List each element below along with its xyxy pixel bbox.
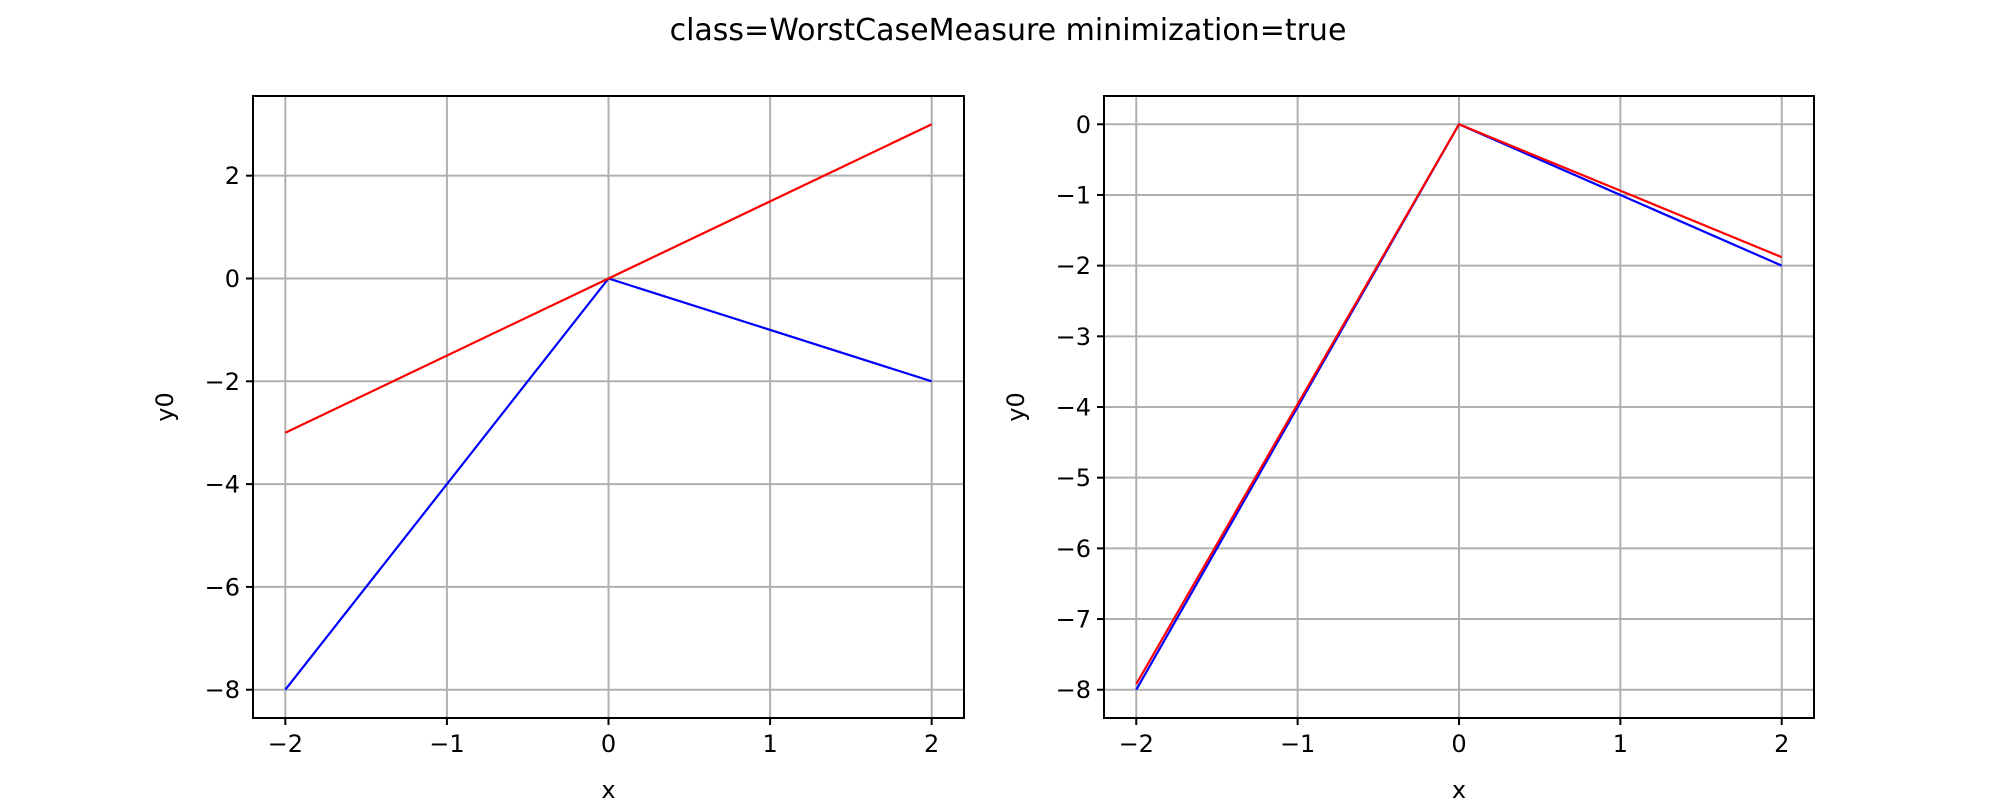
x-tick-label: 1	[762, 730, 777, 758]
x-tick-label: −2	[1119, 730, 1154, 758]
series-line-1	[1135, 122, 1783, 685]
x-tick-label: 2	[1774, 730, 1789, 758]
y-tick-label: 0	[225, 265, 240, 293]
series-line-1	[284, 123, 933, 434]
left-subplot: −2 −1 0 1 2 −8 −6 −4 −2 0 2 x y0	[151, 95, 965, 800]
figure-title: class=WorstCaseMeasure minimization=true	[670, 13, 1347, 48]
y-tick-label: −1	[1056, 181, 1091, 209]
x-axis-label: x	[1452, 776, 1466, 800]
y-axis-label: y0	[151, 392, 179, 421]
x-tick-label: 1	[1613, 730, 1628, 758]
x-tick-label: −2	[268, 730, 303, 758]
y-tick-label: −5	[1056, 464, 1091, 492]
y-tick-label: 2	[225, 162, 240, 190]
x-tick-label: 0	[1451, 730, 1466, 758]
y-tick-label: −2	[1056, 252, 1091, 280]
x-axis-label: x	[601, 776, 615, 800]
y-tick-label: −7	[1056, 606, 1091, 634]
y-tick-label: −8	[1056, 676, 1091, 704]
y-axis-label: y0	[1002, 392, 1030, 421]
x-tick-label: 0	[601, 730, 616, 758]
y-tick-label: −4	[205, 471, 240, 499]
y-tick-label: 0	[1076, 111, 1091, 139]
x-tick-label: 2	[924, 730, 939, 758]
x-tick-label: −1	[429, 730, 464, 758]
y-tick-label: −6	[205, 573, 240, 601]
y-tick-label: −8	[205, 676, 240, 704]
right-subplot: −2 −1 0 1 2 −8 −7 −6 −5 −4 −3 −2 −1 0 x y0	[1002, 95, 1815, 800]
y-tick-label: −3	[1056, 323, 1091, 351]
y-tick-label: −4	[1056, 394, 1091, 422]
y-tick-label: −2	[205, 368, 240, 396]
x-tick-label: −1	[1280, 730, 1315, 758]
y-tick-label: −6	[1056, 535, 1091, 563]
